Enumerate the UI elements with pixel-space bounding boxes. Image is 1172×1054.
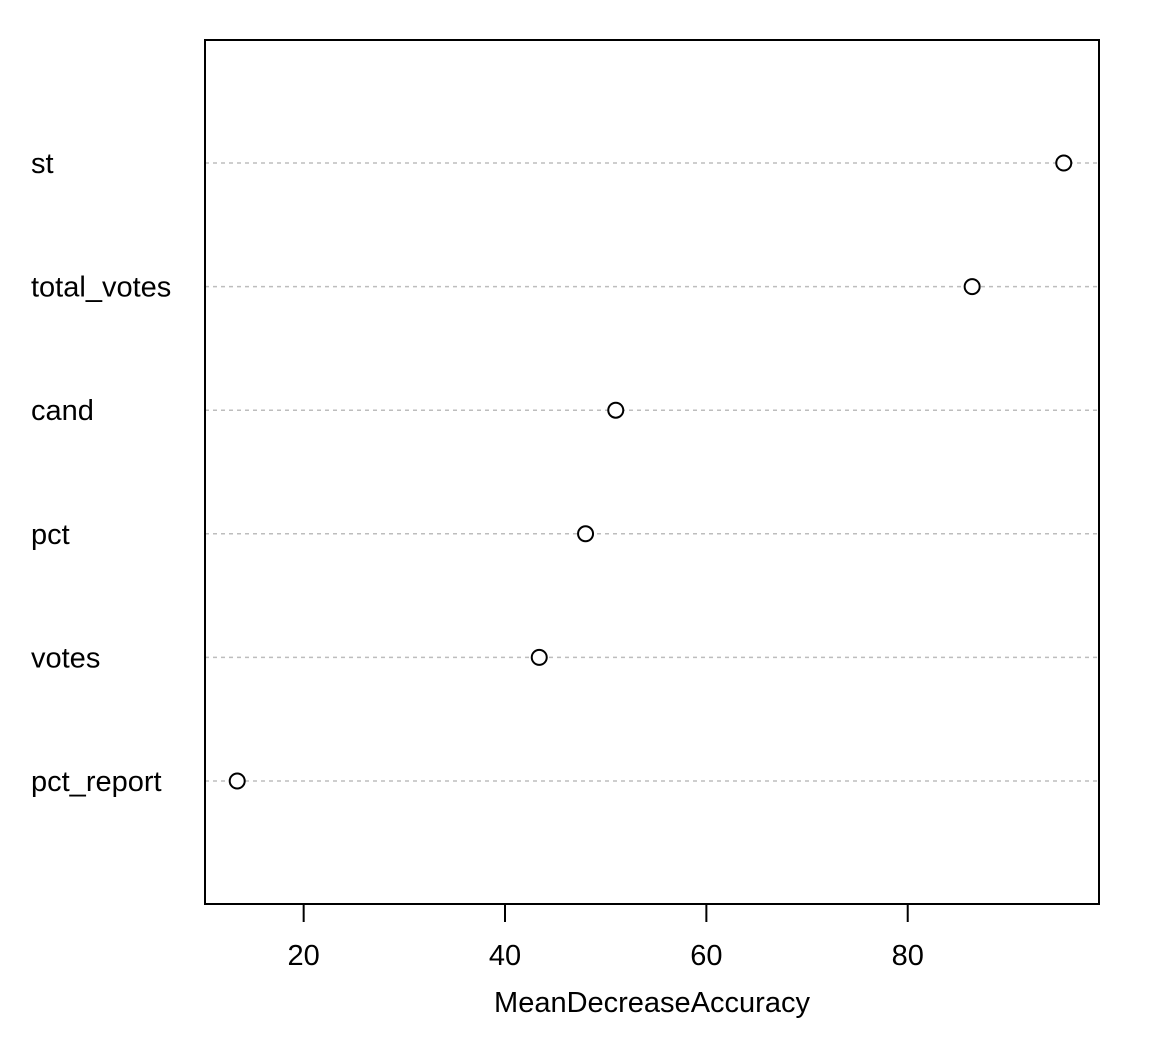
data-point <box>963 278 981 296</box>
x-axis: 20 40 60 80 <box>288 904 924 972</box>
data-point <box>577 525 595 543</box>
guide-lines <box>205 162 1099 782</box>
data-point <box>228 772 246 790</box>
data-points <box>228 154 1073 790</box>
data-point <box>530 648 548 666</box>
category-label: pct_report <box>31 766 162 798</box>
x-tick-label: 60 <box>690 940 722 972</box>
category-label: pct <box>31 519 70 551</box>
x-axis-title: MeanDecreaseAccuracy <box>494 987 810 1019</box>
data-point <box>607 401 625 419</box>
category-label: total_votes <box>31 272 171 304</box>
category-label: cand <box>31 395 94 427</box>
data-point <box>1055 154 1073 172</box>
x-tick-label: 20 <box>288 940 320 972</box>
category-label: st <box>31 148 54 180</box>
x-tick-label: 80 <box>892 940 924 972</box>
x-tick-label: 40 <box>489 940 521 972</box>
category-label: votes <box>31 642 100 674</box>
plot-frame <box>204 39 1100 905</box>
